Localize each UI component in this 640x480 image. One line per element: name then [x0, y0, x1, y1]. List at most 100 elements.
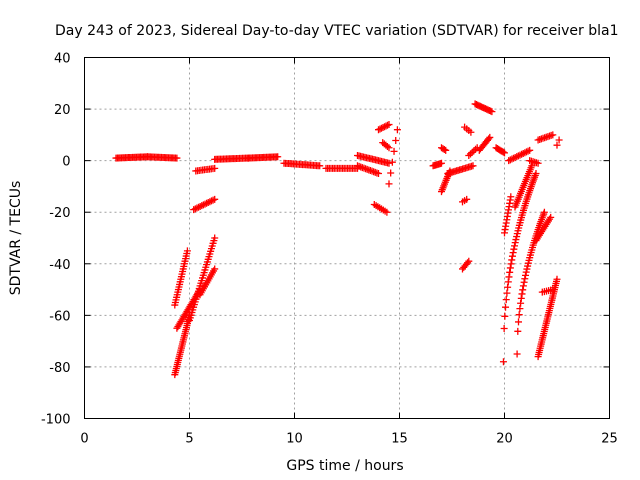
- data-point: [387, 169, 395, 177]
- data-point: [522, 271, 529, 279]
- x-tick-label: 0: [80, 432, 88, 447]
- y-tick-label: -60: [49, 309, 70, 324]
- y-tick-label: -80: [49, 361, 70, 376]
- data-point: [504, 283, 512, 291]
- data-point: [514, 327, 522, 335]
- data-point: [515, 318, 522, 326]
- data-point: [520, 278, 528, 286]
- data-point: [499, 358, 507, 366]
- data-point: [526, 146, 534, 154]
- data-point: [378, 124, 385, 132]
- data-point: [511, 239, 519, 247]
- data-point: [440, 145, 448, 153]
- data-point: [191, 205, 199, 213]
- data-points: [112, 100, 563, 379]
- data-point: [393, 126, 401, 134]
- data-point: [503, 289, 511, 297]
- data-point: [204, 198, 212, 206]
- data-point: [173, 154, 181, 162]
- data-point: [505, 273, 513, 281]
- x-tick-label: 5: [185, 432, 193, 447]
- data-point: [196, 202, 204, 210]
- data-point: [382, 122, 390, 130]
- data-point: [518, 290, 526, 298]
- data-point: [211, 234, 219, 242]
- data-point: [516, 305, 524, 313]
- x-tick-label: 15: [391, 432, 408, 447]
- data-point: [518, 150, 526, 158]
- data-point: [549, 131, 557, 139]
- data-point: [513, 350, 521, 358]
- plot-frame: [84, 57, 610, 419]
- data-point: [438, 159, 445, 167]
- data-point: [383, 142, 391, 150]
- data-point: [466, 150, 474, 158]
- data-point: [383, 208, 391, 216]
- data-point: [442, 146, 450, 154]
- data-point: [384, 121, 391, 129]
- data-point: [532, 170, 540, 178]
- data-point: [468, 148, 476, 156]
- data-point: [209, 196, 217, 204]
- data-point: [375, 126, 382, 134]
- data-point: [385, 144, 393, 152]
- data-point: [513, 153, 521, 161]
- data-point: [499, 148, 507, 156]
- data-point: [316, 162, 324, 170]
- data-point: [465, 257, 473, 265]
- y-axis-label: SDTVAR / TECUs: [8, 181, 24, 296]
- data-point: [379, 123, 387, 131]
- data-point: [555, 136, 563, 144]
- data-point: [517, 294, 525, 302]
- data-point: [512, 236, 520, 244]
- data-point: [515, 311, 523, 319]
- data-point: [392, 137, 400, 145]
- data-point: [485, 135, 493, 143]
- data-point: [195, 203, 203, 211]
- data-point: [508, 155, 516, 163]
- data-point: [521, 149, 529, 157]
- data-point: [201, 200, 209, 208]
- data-point: [511, 242, 519, 250]
- data-point: [465, 151, 473, 159]
- axis-ticks: [84, 57, 610, 419]
- data-point: [206, 198, 214, 206]
- data-point: [519, 286, 527, 294]
- data-point: [488, 108, 496, 116]
- data-point: [506, 156, 514, 164]
- data-point: [540, 208, 548, 216]
- x-tick-labels: 0 5 10 15 20 25: [80, 432, 617, 447]
- data-point: [199, 201, 207, 209]
- data-point: [553, 141, 561, 149]
- data-point: [508, 252, 516, 260]
- data-point: [521, 275, 529, 283]
- y-tick-label: 20: [54, 103, 71, 118]
- y-tick-label: -40: [49, 258, 70, 273]
- data-point: [510, 154, 518, 162]
- data-point: [211, 265, 219, 273]
- data-point: [514, 152, 522, 160]
- data-point: [467, 128, 475, 136]
- data-point: [502, 303, 510, 311]
- data-point: [469, 162, 477, 170]
- data-point: [504, 278, 512, 286]
- x-tick-label: 10: [286, 432, 303, 447]
- data-point: [507, 193, 515, 201]
- data-point: [375, 170, 382, 178]
- data-point: [211, 195, 219, 203]
- data-point: [183, 247, 191, 255]
- data-point: [509, 249, 517, 257]
- data-point: [198, 202, 206, 210]
- data-point: [463, 195, 471, 203]
- data-point: [190, 206, 198, 214]
- y-tick-labels: -100 -80 -60 -40 -20 0 20 40: [41, 52, 71, 428]
- data-point: [519, 282, 527, 290]
- data-point: [522, 268, 530, 276]
- y-tick-label: -100: [41, 413, 71, 428]
- chart-title: Day 243 of 2023, Sidereal Day-to-day VTE…: [55, 23, 618, 39]
- data-point: [517, 299, 525, 307]
- data-point: [549, 286, 557, 294]
- data-point: [547, 213, 555, 221]
- data-point: [486, 133, 494, 141]
